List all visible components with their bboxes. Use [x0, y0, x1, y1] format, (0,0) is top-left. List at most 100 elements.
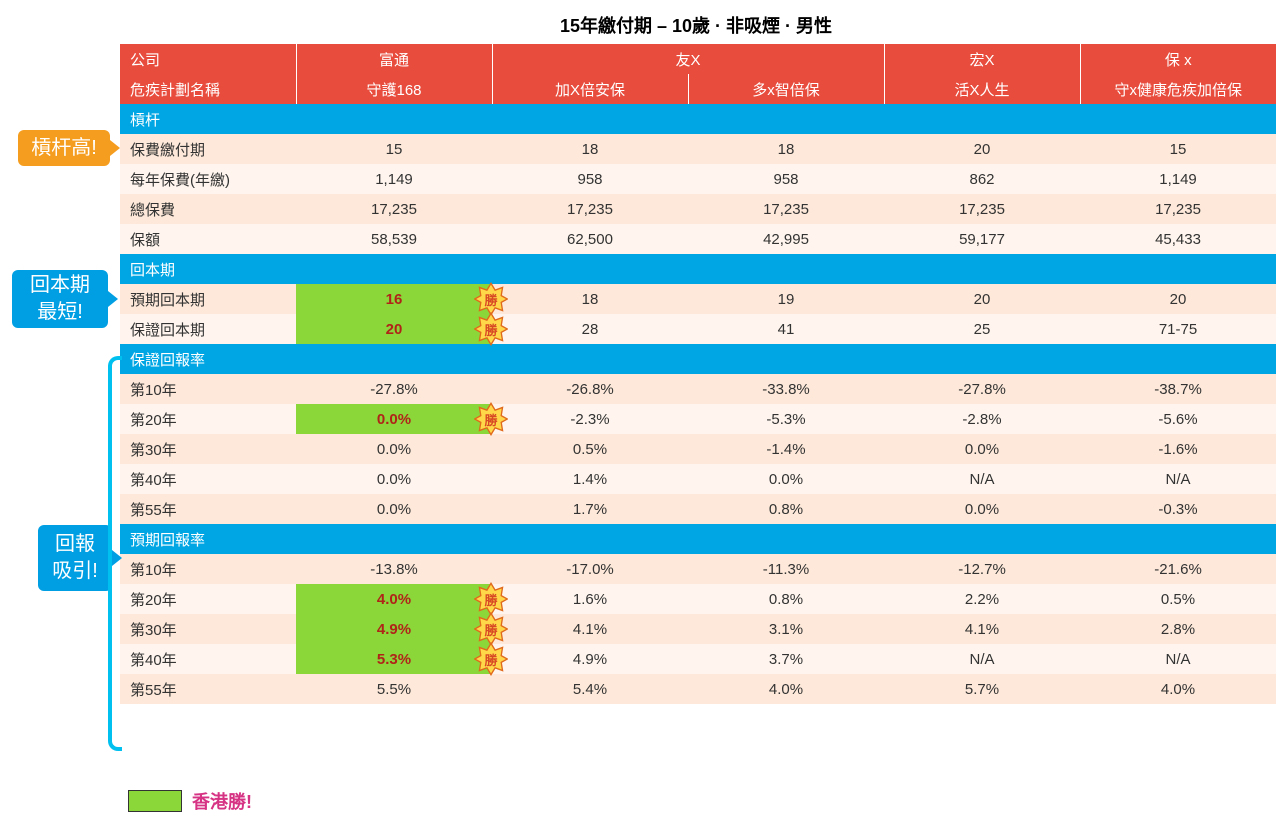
- data-cell: 17,235: [884, 194, 1080, 224]
- table-row: 第10年-13.8%-17.0%-11.3%-12.7%-21.6%: [120, 554, 1276, 584]
- header-label: 危疾計劃名稱: [120, 74, 296, 104]
- callout-tag: 槓杆高!: [18, 130, 110, 166]
- table-row: 總保費17,23517,23517,23517,23517,235: [120, 194, 1276, 224]
- data-cell: 5.3%勝: [296, 644, 492, 674]
- header-cell: 富通: [296, 44, 492, 74]
- data-cell: 16勝: [296, 284, 492, 314]
- data-cell: 17,235: [1080, 194, 1276, 224]
- header-cell: 多x智倍保: [688, 74, 884, 104]
- header-row: 危疾計劃名稱守護168加X倍安保多x智倍保活X人生守x健康危疾加倍保: [120, 74, 1276, 104]
- data-cell: 4.1%: [492, 614, 688, 644]
- win-star-icon: 勝: [474, 642, 508, 676]
- data-cell: 20勝: [296, 314, 492, 344]
- table-row: 保證回本期20勝28412571-75: [120, 314, 1276, 344]
- data-cell: 1.6%: [492, 584, 688, 614]
- header-cell: 守護168: [296, 74, 492, 104]
- data-cell: 28: [492, 314, 688, 344]
- data-cell: 20: [884, 134, 1080, 164]
- section-header: 保證回報率: [120, 344, 1276, 374]
- data-cell: 1,149: [1080, 164, 1276, 194]
- table-row: 預期回本期16勝18192020: [120, 284, 1276, 314]
- table-row: 第20年0.0%勝-2.3%-5.3%-2.8%-5.6%: [120, 404, 1276, 434]
- section-title: 保證回報率: [120, 344, 1276, 374]
- data-cell: 15: [1080, 134, 1276, 164]
- data-cell: 18: [492, 284, 688, 314]
- data-cell: 18: [688, 134, 884, 164]
- win-star-icon: 勝: [474, 402, 508, 436]
- data-cell: N/A: [884, 464, 1080, 494]
- header-cell: 守x健康危疾加倍保: [1080, 74, 1276, 104]
- data-cell: 4.1%: [884, 614, 1080, 644]
- row-label: 第40年: [120, 644, 296, 674]
- data-cell: 20: [1080, 284, 1276, 314]
- data-cell: 2.8%: [1080, 614, 1276, 644]
- row-label: 保費繳付期: [120, 134, 296, 164]
- data-cell: 0.0%: [296, 434, 492, 464]
- win-star-icon: 勝: [474, 282, 508, 316]
- header-cell: 宏X: [884, 44, 1080, 74]
- table-row: 保費繳付期1518182015: [120, 134, 1276, 164]
- header-label: 公司: [120, 44, 296, 74]
- data-cell: 4.0%: [688, 674, 884, 704]
- data-cell: 0.0%: [296, 464, 492, 494]
- data-cell: 0.0%: [688, 464, 884, 494]
- data-cell: N/A: [884, 644, 1080, 674]
- table-row: 第30年0.0%0.5%-1.4%0.0%-1.6%: [120, 434, 1276, 464]
- section-title: 回本期: [120, 254, 1276, 284]
- data-cell: 5.5%: [296, 674, 492, 704]
- callout-tag: 回報 吸引!: [38, 525, 112, 591]
- data-cell: -1.6%: [1080, 434, 1276, 464]
- data-cell: 0.8%: [688, 584, 884, 614]
- data-cell: -33.8%: [688, 374, 884, 404]
- row-label: 第40年: [120, 464, 296, 494]
- data-cell: 71-75: [1080, 314, 1276, 344]
- data-cell: -11.3%: [688, 554, 884, 584]
- data-cell: 0.0%: [296, 494, 492, 524]
- data-cell: -38.7%: [1080, 374, 1276, 404]
- data-cell: 19: [688, 284, 884, 314]
- data-cell: -21.6%: [1080, 554, 1276, 584]
- data-cell: -2.3%: [492, 404, 688, 434]
- callout-text: 回報 吸引!: [52, 531, 98, 585]
- row-label: 第55年: [120, 494, 296, 524]
- callout-tag: 回本期 最短!: [12, 270, 108, 328]
- header-row: 公司富通友X宏X保 x: [120, 44, 1276, 74]
- data-cell: -1.4%: [688, 434, 884, 464]
- data-cell: 17,235: [688, 194, 884, 224]
- table-row: 第40年5.3%勝4.9%3.7%N/AN/A: [120, 644, 1276, 674]
- row-label: 每年保費(年繳): [120, 164, 296, 194]
- table-row: 保額58,53962,50042,99559,17745,433: [120, 224, 1276, 254]
- row-label: 第30年: [120, 434, 296, 464]
- callout-text: 回本期 最短!: [30, 272, 90, 326]
- row-label: 第20年: [120, 404, 296, 434]
- section-header: 預期回報率: [120, 524, 1276, 554]
- data-cell: 0.0%勝: [296, 404, 492, 434]
- section-title: 預期回報率: [120, 524, 1276, 554]
- table-row: 第55年0.0%1.7%0.8%0.0%-0.3%: [120, 494, 1276, 524]
- data-cell: 17,235: [296, 194, 492, 224]
- row-label: 保額: [120, 224, 296, 254]
- callout-text: 槓杆高!: [31, 135, 97, 162]
- win-star-icon: 勝: [474, 312, 508, 346]
- data-cell: 1.7%: [492, 494, 688, 524]
- data-cell: -12.7%: [884, 554, 1080, 584]
- data-cell: -0.3%: [1080, 494, 1276, 524]
- table-row: 第55年5.5%5.4%4.0%5.7%4.0%: [120, 674, 1276, 704]
- table-row: 每年保費(年繳)1,1499589588621,149: [120, 164, 1276, 194]
- row-label: 第10年: [120, 374, 296, 404]
- row-label: 預期回本期: [120, 284, 296, 314]
- data-cell: 15: [296, 134, 492, 164]
- data-cell: 45,433: [1080, 224, 1276, 254]
- data-cell: 958: [492, 164, 688, 194]
- row-label: 第20年: [120, 584, 296, 614]
- header-cell: 加X倍安保: [492, 74, 688, 104]
- data-cell: 0.8%: [688, 494, 884, 524]
- legend: 香港勝!: [128, 788, 252, 814]
- data-cell: -2.8%: [884, 404, 1080, 434]
- row-label: 總保費: [120, 194, 296, 224]
- comparison-table-container: 15年繳付期 – 10歲 · 非吸煙 · 男性 公司富通友X宏X保 x危疾計劃名…: [120, 8, 1272, 704]
- data-cell: 3.7%: [688, 644, 884, 674]
- data-cell: 18: [492, 134, 688, 164]
- data-cell: N/A: [1080, 644, 1276, 674]
- data-cell: 0.5%: [492, 434, 688, 464]
